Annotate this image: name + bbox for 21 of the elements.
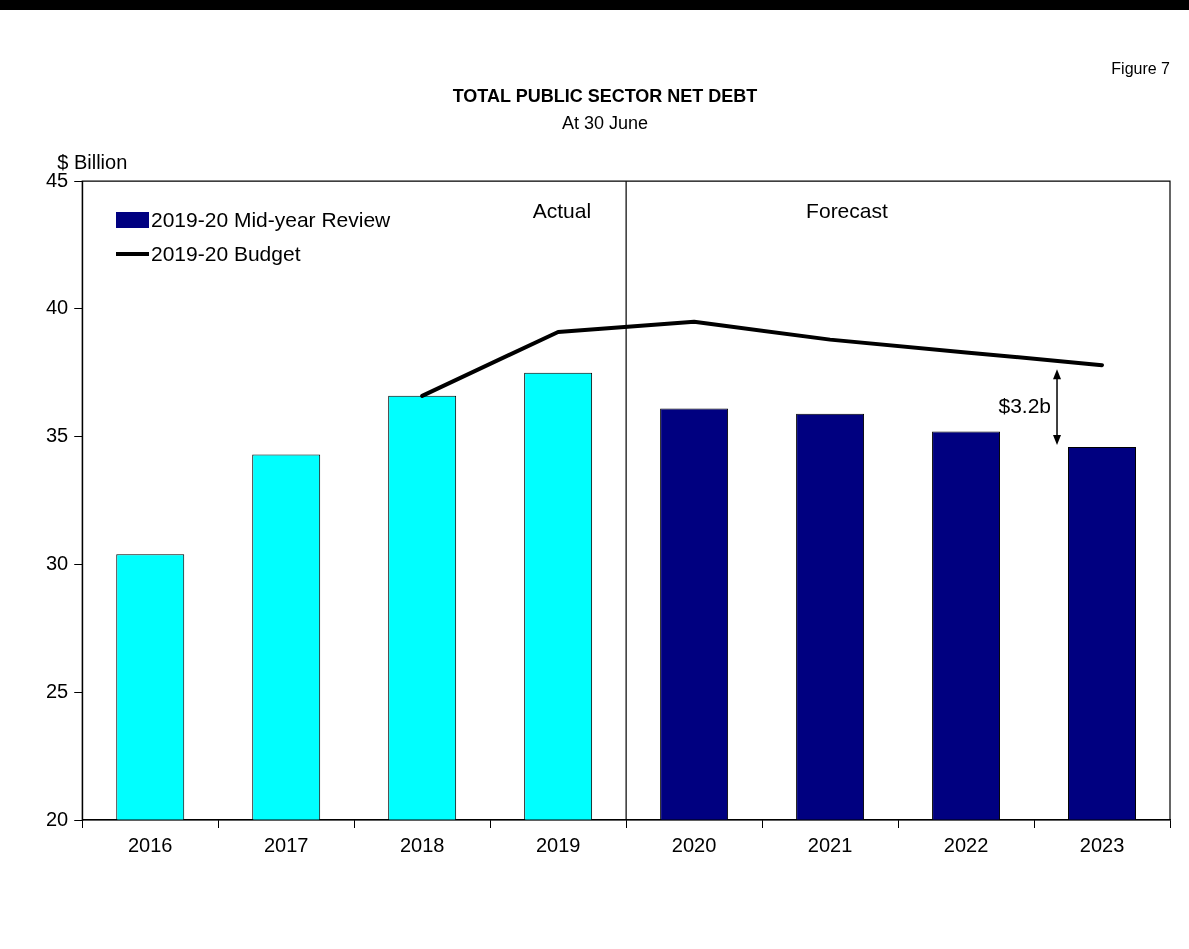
chart-subtitle: At 30 June [561,113,649,134]
x-tick-label: 2019 [535,833,581,856]
x-tick-label: 2021 [807,833,853,856]
x-tick-label: 2017 [263,833,309,856]
y-tick-label: 30 [46,552,69,574]
x-tick-label: 2023 [1079,833,1125,856]
annotation: Actual [532,199,592,223]
y-tick-label: 20 [46,807,69,830]
x-tick-label: 2018 [399,833,445,856]
legend-label: 2019-20 Budget [151,241,301,267]
legend-label: 2019-20 Mid-year Review [151,207,391,233]
y-tick-label: 25 [46,679,69,702]
x-tick-label: 2022 [943,833,989,856]
annotation: Forecast [806,199,888,223]
y-tick-label: 40 [46,296,69,319]
chart-title: TOTAL PUBLIC SECTOR NET DEBT [452,85,758,106]
caption: Figure 7 [1111,60,1171,77]
x-tick-label: 2020 [671,833,717,856]
annotation: $3.2b [998,393,1052,417]
y-tick-label: 35 [46,424,69,447]
x-tick-label: 2016 [127,833,173,856]
